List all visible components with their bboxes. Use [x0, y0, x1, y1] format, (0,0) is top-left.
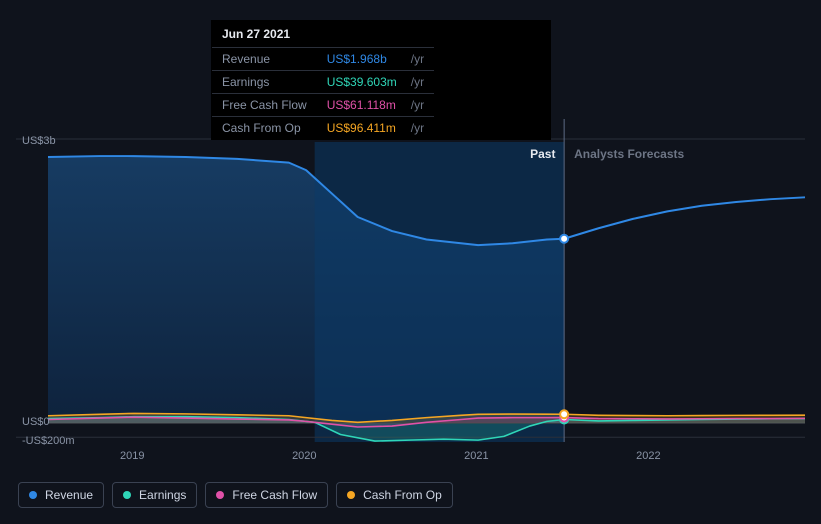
tooltip-row-unit: /yr: [407, 71, 434, 94]
legend-swatch: [123, 491, 131, 499]
financials-chart: US$3bUS$0-US$200m 2019202020212022 Past …: [0, 0, 821, 524]
y-tick-label: -US$200m: [22, 435, 75, 447]
tooltip-row-value: US$96.411m: [317, 117, 407, 140]
tooltip-row-value: US$39.603m: [317, 71, 407, 94]
chart-tooltip: Jun 27 2021 RevenueUS$1.968b/yrEarningsU…: [211, 20, 551, 140]
legend-swatch: [216, 491, 224, 499]
legend-item-free-cash-flow[interactable]: Free Cash Flow: [205, 482, 328, 508]
tooltip-row-unit: /yr: [407, 48, 434, 71]
legend-label: Revenue: [45, 488, 93, 502]
tooltip-row-label: Cash From Op: [212, 117, 317, 140]
tooltip-row-value: US$1.968b: [317, 48, 407, 71]
legend-item-cash-from-op[interactable]: Cash From Op: [336, 482, 453, 508]
tooltip-row: Cash From OpUS$96.411m/yr: [212, 117, 434, 140]
legend-swatch: [29, 491, 37, 499]
tooltip-row-value: US$61.118m: [317, 94, 407, 117]
tooltip-row-label: Free Cash Flow: [212, 94, 317, 117]
tooltip-row-label: Earnings: [212, 71, 317, 94]
tooltip-row: RevenueUS$1.968b/yr: [212, 48, 434, 71]
y-tick-label: US$0: [22, 416, 50, 428]
x-tick-label: 2021: [464, 450, 488, 462]
legend-item-earnings[interactable]: Earnings: [112, 482, 197, 508]
tooltip-row-unit: /yr: [407, 117, 434, 140]
x-tick-label: 2022: [636, 450, 660, 462]
x-tick-label: 2019: [120, 450, 144, 462]
legend-label: Earnings: [139, 488, 186, 502]
chart-legend: Revenue Earnings Free Cash Flow Cash From O…: [18, 482, 453, 508]
legend-label: Free Cash Flow: [232, 488, 317, 502]
tooltip-row: Free Cash FlowUS$61.118m/yr: [212, 94, 434, 117]
tooltip-row: EarningsUS$39.603m/yr: [212, 71, 434, 94]
legend-item-revenue[interactable]: Revenue: [18, 482, 104, 508]
section-label-past: Past: [530, 147, 555, 161]
x-tick-label: 2020: [292, 450, 316, 462]
tooltip-row-unit: /yr: [407, 94, 434, 117]
tooltip-row-label: Revenue: [212, 48, 317, 71]
section-label-forecast: Analysts Forecasts: [574, 147, 684, 161]
legend-swatch: [347, 491, 355, 499]
y-tick-label: US$3b: [22, 135, 56, 147]
legend-label: Cash From Op: [363, 488, 442, 502]
tooltip-date: Jun 27 2021: [212, 21, 550, 47]
